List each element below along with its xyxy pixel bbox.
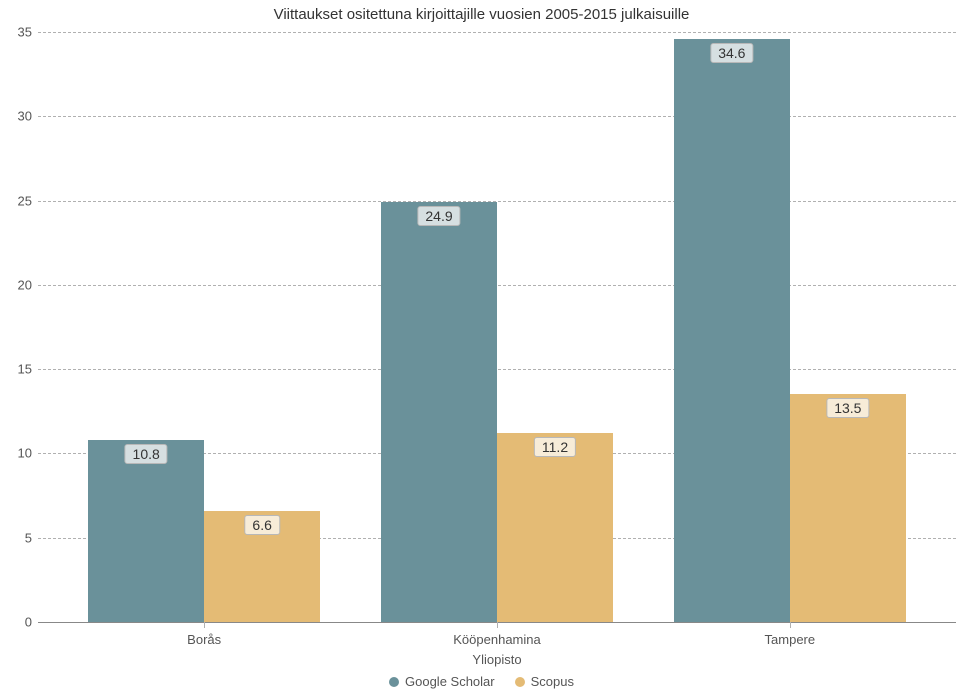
x-tick bbox=[204, 622, 205, 628]
legend-item: Scopus bbox=[515, 674, 574, 689]
grid-line bbox=[38, 116, 956, 117]
grid-line bbox=[38, 32, 956, 33]
x-axis-label: Yliopisto bbox=[472, 652, 521, 667]
x-category-label: Tampere bbox=[765, 632, 816, 647]
chart-title: Viittaukset ositettuna kirjoittajille vu… bbox=[0, 6, 963, 23]
legend-swatch bbox=[389, 677, 399, 687]
plot-area: 05101520253035Borås10.86.6Kööpenhamina24… bbox=[38, 32, 956, 622]
x-tick bbox=[497, 622, 498, 628]
bar bbox=[381, 202, 497, 622]
x-category-label: Borås bbox=[187, 632, 221, 647]
bar bbox=[88, 440, 204, 622]
x-category-label: Kööpenhamina bbox=[453, 632, 540, 647]
y-tick-label: 25 bbox=[2, 193, 32, 208]
y-tick-label: 15 bbox=[2, 362, 32, 377]
citation-chart: Viittaukset ositettuna kirjoittajille vu… bbox=[0, 0, 963, 699]
value-label: 34.6 bbox=[710, 43, 753, 63]
legend: Google Scholar Scopus bbox=[0, 674, 963, 690]
y-tick-label: 5 bbox=[2, 530, 32, 545]
y-tick-label: 35 bbox=[2, 25, 32, 40]
bar bbox=[497, 433, 613, 622]
value-label: 6.6 bbox=[244, 515, 279, 535]
grid-line bbox=[38, 201, 956, 202]
y-tick-label: 0 bbox=[2, 615, 32, 630]
y-tick-label: 20 bbox=[2, 277, 32, 292]
value-label: 24.9 bbox=[417, 206, 460, 226]
value-label: 13.5 bbox=[826, 398, 869, 418]
grid-line bbox=[38, 285, 956, 286]
x-tick bbox=[790, 622, 791, 628]
bar bbox=[674, 39, 790, 622]
legend-label: Google Scholar bbox=[405, 674, 495, 689]
value-label: 10.8 bbox=[125, 444, 168, 464]
legend-label: Scopus bbox=[531, 674, 574, 689]
value-label: 11.2 bbox=[534, 437, 576, 457]
legend-swatch bbox=[515, 677, 525, 687]
grid-line bbox=[38, 369, 956, 370]
legend-item: Google Scholar bbox=[389, 674, 495, 689]
y-tick-label: 30 bbox=[2, 109, 32, 124]
y-tick-label: 10 bbox=[2, 446, 32, 461]
bar bbox=[790, 394, 906, 622]
